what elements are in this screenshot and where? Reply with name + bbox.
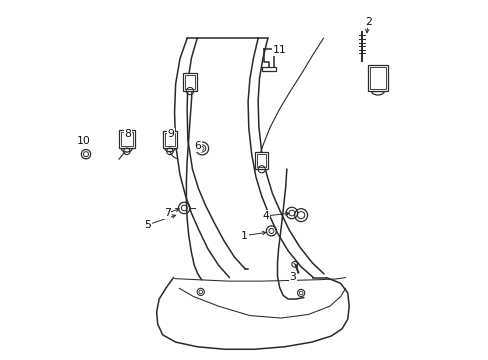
Bar	[184, 75, 195, 89]
Bar	[262, 67, 276, 71]
Bar	[367, 65, 387, 91]
Bar	[163, 131, 177, 148]
Text: 9: 9	[167, 129, 174, 139]
Bar	[121, 132, 132, 146]
Text: 7: 7	[163, 208, 170, 218]
Bar	[369, 67, 385, 89]
Text: 5: 5	[144, 220, 151, 230]
Text: 1: 1	[241, 231, 247, 240]
Text: 2: 2	[364, 17, 371, 27]
Bar	[183, 73, 197, 91]
Text: 3: 3	[289, 272, 296, 282]
Text: 4: 4	[262, 211, 269, 221]
Bar	[256, 154, 265, 167]
Bar	[164, 134, 175, 146]
Text: 6: 6	[194, 141, 201, 151]
Text: 8: 8	[124, 129, 131, 139]
Text: 10: 10	[77, 136, 91, 146]
Text: 11: 11	[272, 45, 286, 55]
Bar	[254, 152, 267, 169]
Bar	[119, 130, 135, 148]
